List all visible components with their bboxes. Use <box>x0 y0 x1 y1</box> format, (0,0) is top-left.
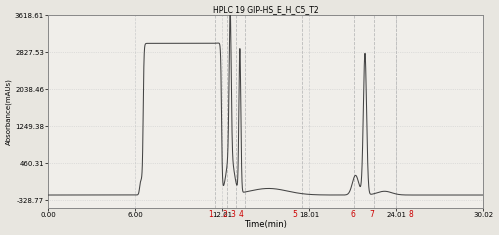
Text: 6: 6 <box>350 210 355 219</box>
Text: 8: 8 <box>408 210 413 219</box>
Text: 5: 5 <box>292 210 297 219</box>
Text: 7: 7 <box>369 210 374 219</box>
Text: 1: 1 <box>208 210 213 219</box>
Title: HPLC 19 GIP-HS_E_H_C5_T2: HPLC 19 GIP-HS_E_H_C5_T2 <box>213 6 319 15</box>
X-axis label: Time(min): Time(min) <box>245 220 287 229</box>
Text: 4: 4 <box>239 210 244 219</box>
Text: 2: 2 <box>223 210 228 219</box>
Y-axis label: Absorbance(mAUs): Absorbance(mAUs) <box>5 78 12 145</box>
Text: 3: 3 <box>231 210 236 219</box>
